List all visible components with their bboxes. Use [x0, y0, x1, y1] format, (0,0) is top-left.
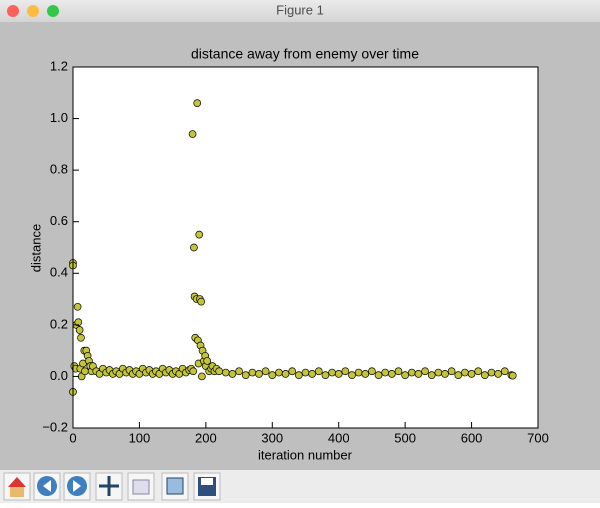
x-tick-label: 200 — [195, 430, 217, 445]
y-tick-label: 0.6 — [50, 213, 68, 228]
x-tick-label: 600 — [461, 430, 483, 445]
y-tick-label: −0.2 — [42, 419, 68, 434]
y-tick-label: 0.4 — [50, 265, 68, 280]
x-tick-label: 100 — [129, 430, 151, 445]
scatter-point — [261, 367, 270, 376]
scatter-point — [434, 368, 443, 377]
scatter-point — [494, 370, 502, 378]
window-title: Figure 1 — [276, 2, 324, 17]
subplots-button[interactable] — [161, 472, 189, 501]
scatter-point — [301, 368, 310, 377]
scatter-point — [361, 370, 370, 378]
scatter-point — [467, 370, 476, 378]
scatter-point — [441, 370, 449, 378]
zoom-button[interactable] — [47, 5, 59, 17]
scatter-point — [308, 370, 316, 378]
scatter-point — [407, 368, 416, 377]
scatter-point — [248, 368, 257, 377]
plot-frame — [72, 66, 539, 429]
scatter-point — [314, 367, 323, 376]
scatter-point — [195, 230, 204, 239]
scatter-point — [203, 357, 212, 365]
scatter-point — [500, 367, 509, 376]
home-button[interactable] — [3, 472, 31, 501]
scatter-point — [427, 371, 436, 379]
scatter-point — [381, 368, 390, 377]
scatter-point — [374, 371, 383, 379]
scatter-point — [241, 371, 250, 379]
scatter-point — [215, 367, 223, 376]
pan-button[interactable] — [95, 472, 123, 501]
scatter-point — [481, 371, 489, 379]
scatter-point — [228, 370, 237, 378]
x-tick-label: 500 — [394, 430, 416, 445]
scatter-point — [221, 368, 230, 377]
scatter-point — [255, 370, 263, 378]
x-tick-label: 0 — [69, 430, 76, 445]
scatter-point — [447, 367, 456, 376]
scatter-point — [328, 368, 336, 377]
scatter-point — [190, 243, 198, 252]
x-tick-label: 400 — [328, 430, 350, 445]
scatter-point — [508, 371, 517, 380]
scatter-point — [197, 297, 206, 306]
scatter-point — [74, 318, 83, 327]
y-tick-label: 0.8 — [50, 162, 68, 177]
scatter-point — [401, 371, 409, 379]
scatter-point — [281, 370, 290, 378]
scatter-point — [414, 370, 423, 378]
y-tick-label: 1.2 — [50, 58, 68, 73]
y-tick-label: 0.2 — [50, 316, 68, 331]
scatter-point — [321, 371, 330, 379]
scatter-point — [235, 367, 243, 376]
save-button[interactable] — [193, 472, 221, 501]
y-axis-label: distance — [28, 224, 43, 272]
y-tick-label: 0.0 — [50, 368, 68, 383]
scatter-point — [487, 368, 496, 377]
zoom-rect-button[interactable] — [127, 472, 155, 501]
scatter-point — [288, 367, 297, 376]
scatter-point — [81, 367, 89, 376]
scatter-point — [75, 326, 84, 334]
scatter-point — [73, 302, 82, 311]
scatter-point — [188, 130, 197, 138]
minimize-button[interactable] — [27, 5, 39, 17]
scatter-point — [461, 368, 469, 377]
forward-button[interactable] — [63, 472, 91, 501]
scatter-point — [354, 368, 363, 377]
close-button[interactable] — [7, 5, 19, 17]
x-axis-label: iteration number — [258, 447, 353, 462]
scatter-point — [193, 99, 202, 107]
scatter-point — [454, 371, 463, 379]
x-tick-label: 300 — [261, 430, 283, 445]
y-tick-label: 1.0 — [50, 110, 68, 125]
scatter-point — [341, 367, 350, 376]
scatter-point — [348, 371, 356, 379]
scatter-point — [198, 372, 206, 381]
scatter-point — [77, 333, 85, 342]
scatter-point — [275, 368, 283, 377]
scatter-point — [474, 367, 483, 376]
chart-title: distance away from enemy over time — [191, 46, 419, 62]
scatter-point — [421, 367, 429, 376]
scatter-point — [334, 370, 343, 378]
back-button[interactable] — [33, 472, 61, 501]
scatter-point — [189, 367, 198, 376]
x-tick-label: 700 — [527, 430, 549, 445]
scatter-point — [268, 371, 277, 379]
scatter-point — [388, 370, 396, 378]
scatter-point — [295, 371, 303, 379]
scatter-point — [368, 367, 376, 376]
title-bar — [0, 0, 600, 22]
scatter-point — [394, 367, 403, 376]
